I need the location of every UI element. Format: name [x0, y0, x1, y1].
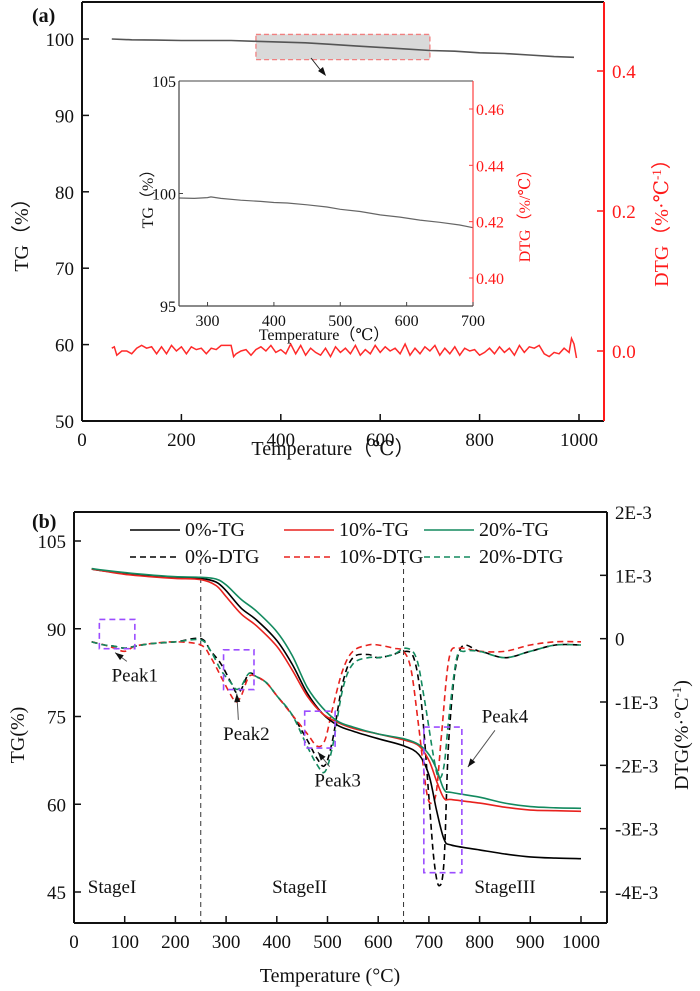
- peak-arrowhead: [234, 693, 241, 703]
- x-tick-label: 200: [167, 430, 196, 451]
- peak-arrowhead: [467, 758, 476, 768]
- y-right-tick-label: 0.4: [612, 62, 636, 83]
- x-axis-title: Temperature (°C): [260, 965, 400, 987]
- x-tick-label: 0: [69, 932, 79, 953]
- y-tick-label: 80: [55, 183, 74, 204]
- peak-label: Peak3: [314, 771, 360, 792]
- inset-x-tick-label: 600: [395, 313, 419, 330]
- y-right-tick-label: -3E-3: [615, 820, 658, 841]
- series-dtg-line: [111, 335, 578, 359]
- inset-x-tick-label: 300: [196, 313, 220, 330]
- x-tick-label: 900: [516, 932, 545, 953]
- series-20pct-dtg-line: [91, 638, 582, 780]
- inset-y-right-axis-title: DTG（%/℃）: [516, 162, 534, 263]
- x-tick-label: 600: [364, 932, 393, 953]
- superscript: -1: [669, 687, 684, 698]
- x-tick-label: 1000: [560, 430, 598, 451]
- inset-tg-line: [178, 196, 474, 229]
- inset-x-tick-label: 700: [461, 313, 485, 330]
- x-tick-label: 300: [212, 932, 241, 953]
- legend-label: 10%-TG: [339, 519, 409, 541]
- peak-arrowhead: [115, 652, 124, 661]
- y-right-tick-label: -4E-3: [615, 883, 658, 904]
- series-tg-line: [111, 38, 575, 59]
- y-right-axis-title: DTG(%·°C-1): [669, 680, 693, 790]
- y-tick-label: 60: [47, 795, 66, 816]
- inset-y-tick-label: 105: [152, 74, 176, 91]
- x-tick-label: 400: [267, 430, 296, 451]
- y-right-tick-label: 0.2: [612, 202, 636, 223]
- inset-x-tick-label: 400: [262, 313, 286, 330]
- y-tick-label: 75: [47, 708, 66, 729]
- x-tick-label: 100: [110, 932, 139, 953]
- series-20pct-tg-line: [91, 567, 582, 810]
- inset-y-right-tick-label: 0.40: [476, 271, 504, 288]
- peak-box: [222, 649, 255, 691]
- zoom-arrowhead: [318, 67, 326, 76]
- y-right-tick-label: -2E-3: [615, 756, 658, 777]
- legend-label: 0%-DTG: [185, 546, 259, 568]
- x-tick-label: 500: [313, 932, 342, 953]
- stage-label: StageII: [272, 877, 327, 898]
- x-tick-label: 800: [465, 932, 494, 953]
- inset-y-right-tick-label: 0.46: [476, 102, 504, 119]
- series-10pct-tg-line: [91, 568, 582, 813]
- chart-a: (a) 300 400 500 600 700951001050.400.420.440…: [10, 1, 673, 460]
- stage-label: StageI: [88, 877, 137, 898]
- panel-a-label: (a): [32, 5, 55, 27]
- series-10pct-dtg-line: [91, 640, 582, 805]
- x-tick-label: 1000: [562, 932, 600, 953]
- y-tick-label: 90: [47, 620, 66, 641]
- y-tick-label: 90: [55, 106, 74, 127]
- inset-x-axis-title: Temperature（℃）: [259, 326, 390, 344]
- close-paren: ）: [650, 149, 673, 169]
- peak-label: Peak2: [223, 724, 269, 745]
- legend-label: 0%-TG: [185, 519, 245, 541]
- peak-box: [303, 710, 336, 749]
- inset-x-tick-label: 500: [328, 313, 352, 330]
- inset-background: [179, 81, 473, 306]
- y-tick-label: 50: [55, 412, 74, 433]
- y-tick-label: 60: [55, 336, 74, 357]
- legend-label: 10%-DTG: [339, 546, 423, 568]
- x-tick-label: 0: [77, 430, 87, 451]
- x-tick-label: 600: [366, 430, 395, 451]
- peak-label: Peak4: [482, 706, 529, 727]
- panel-b-label: (b): [32, 511, 56, 533]
- x-tick-label: 400: [263, 932, 292, 953]
- y-right-tick-label: -1E-3: [615, 693, 658, 714]
- y-axis-title: TG（%）: [10, 188, 33, 271]
- peak-arrowhead: [317, 752, 326, 761]
- y-tick-label: 70: [55, 259, 74, 280]
- y-tick-label: 105: [38, 532, 67, 553]
- inset-y-tick-label: 95: [160, 299, 176, 316]
- superscript: -1: [649, 169, 664, 180]
- peak-box: [98, 618, 136, 650]
- series-0pct-dtg-line: [91, 637, 582, 887]
- peak-label: Peak1: [112, 665, 158, 686]
- y-right-tick-label: 0: [615, 630, 625, 651]
- close-paren: ): [671, 680, 693, 687]
- y-tick-label: 45: [47, 883, 66, 904]
- peak-box: [423, 726, 463, 874]
- inset-y-axis-title: TG（%）: [139, 162, 157, 229]
- y-right-tick-label: 1E-3: [615, 566, 652, 587]
- x-tick-label: 800: [465, 430, 494, 451]
- y-axis-title: TG(%): [7, 707, 29, 764]
- x-axis-title: Temperature（℃）: [251, 437, 414, 460]
- inset-y-tick-label: 100: [152, 187, 176, 204]
- inset-y-right-tick-label: 0.44: [476, 158, 504, 175]
- zoom-highlight-box: [255, 33, 431, 61]
- y-right-tick-label: 2E-3: [615, 503, 652, 524]
- y-right-tick-label: 0.0: [612, 342, 636, 363]
- inset-y-right-tick-label: 0.42: [476, 215, 504, 232]
- y-tick-label: 100: [46, 30, 75, 51]
- legend-label: 20%-DTG: [479, 546, 563, 568]
- legend-label: 20%-TG: [479, 519, 549, 541]
- stage-label: StageIII: [474, 877, 535, 898]
- x-tick-label: 700: [415, 932, 444, 953]
- x-tick-label: 200: [161, 932, 190, 953]
